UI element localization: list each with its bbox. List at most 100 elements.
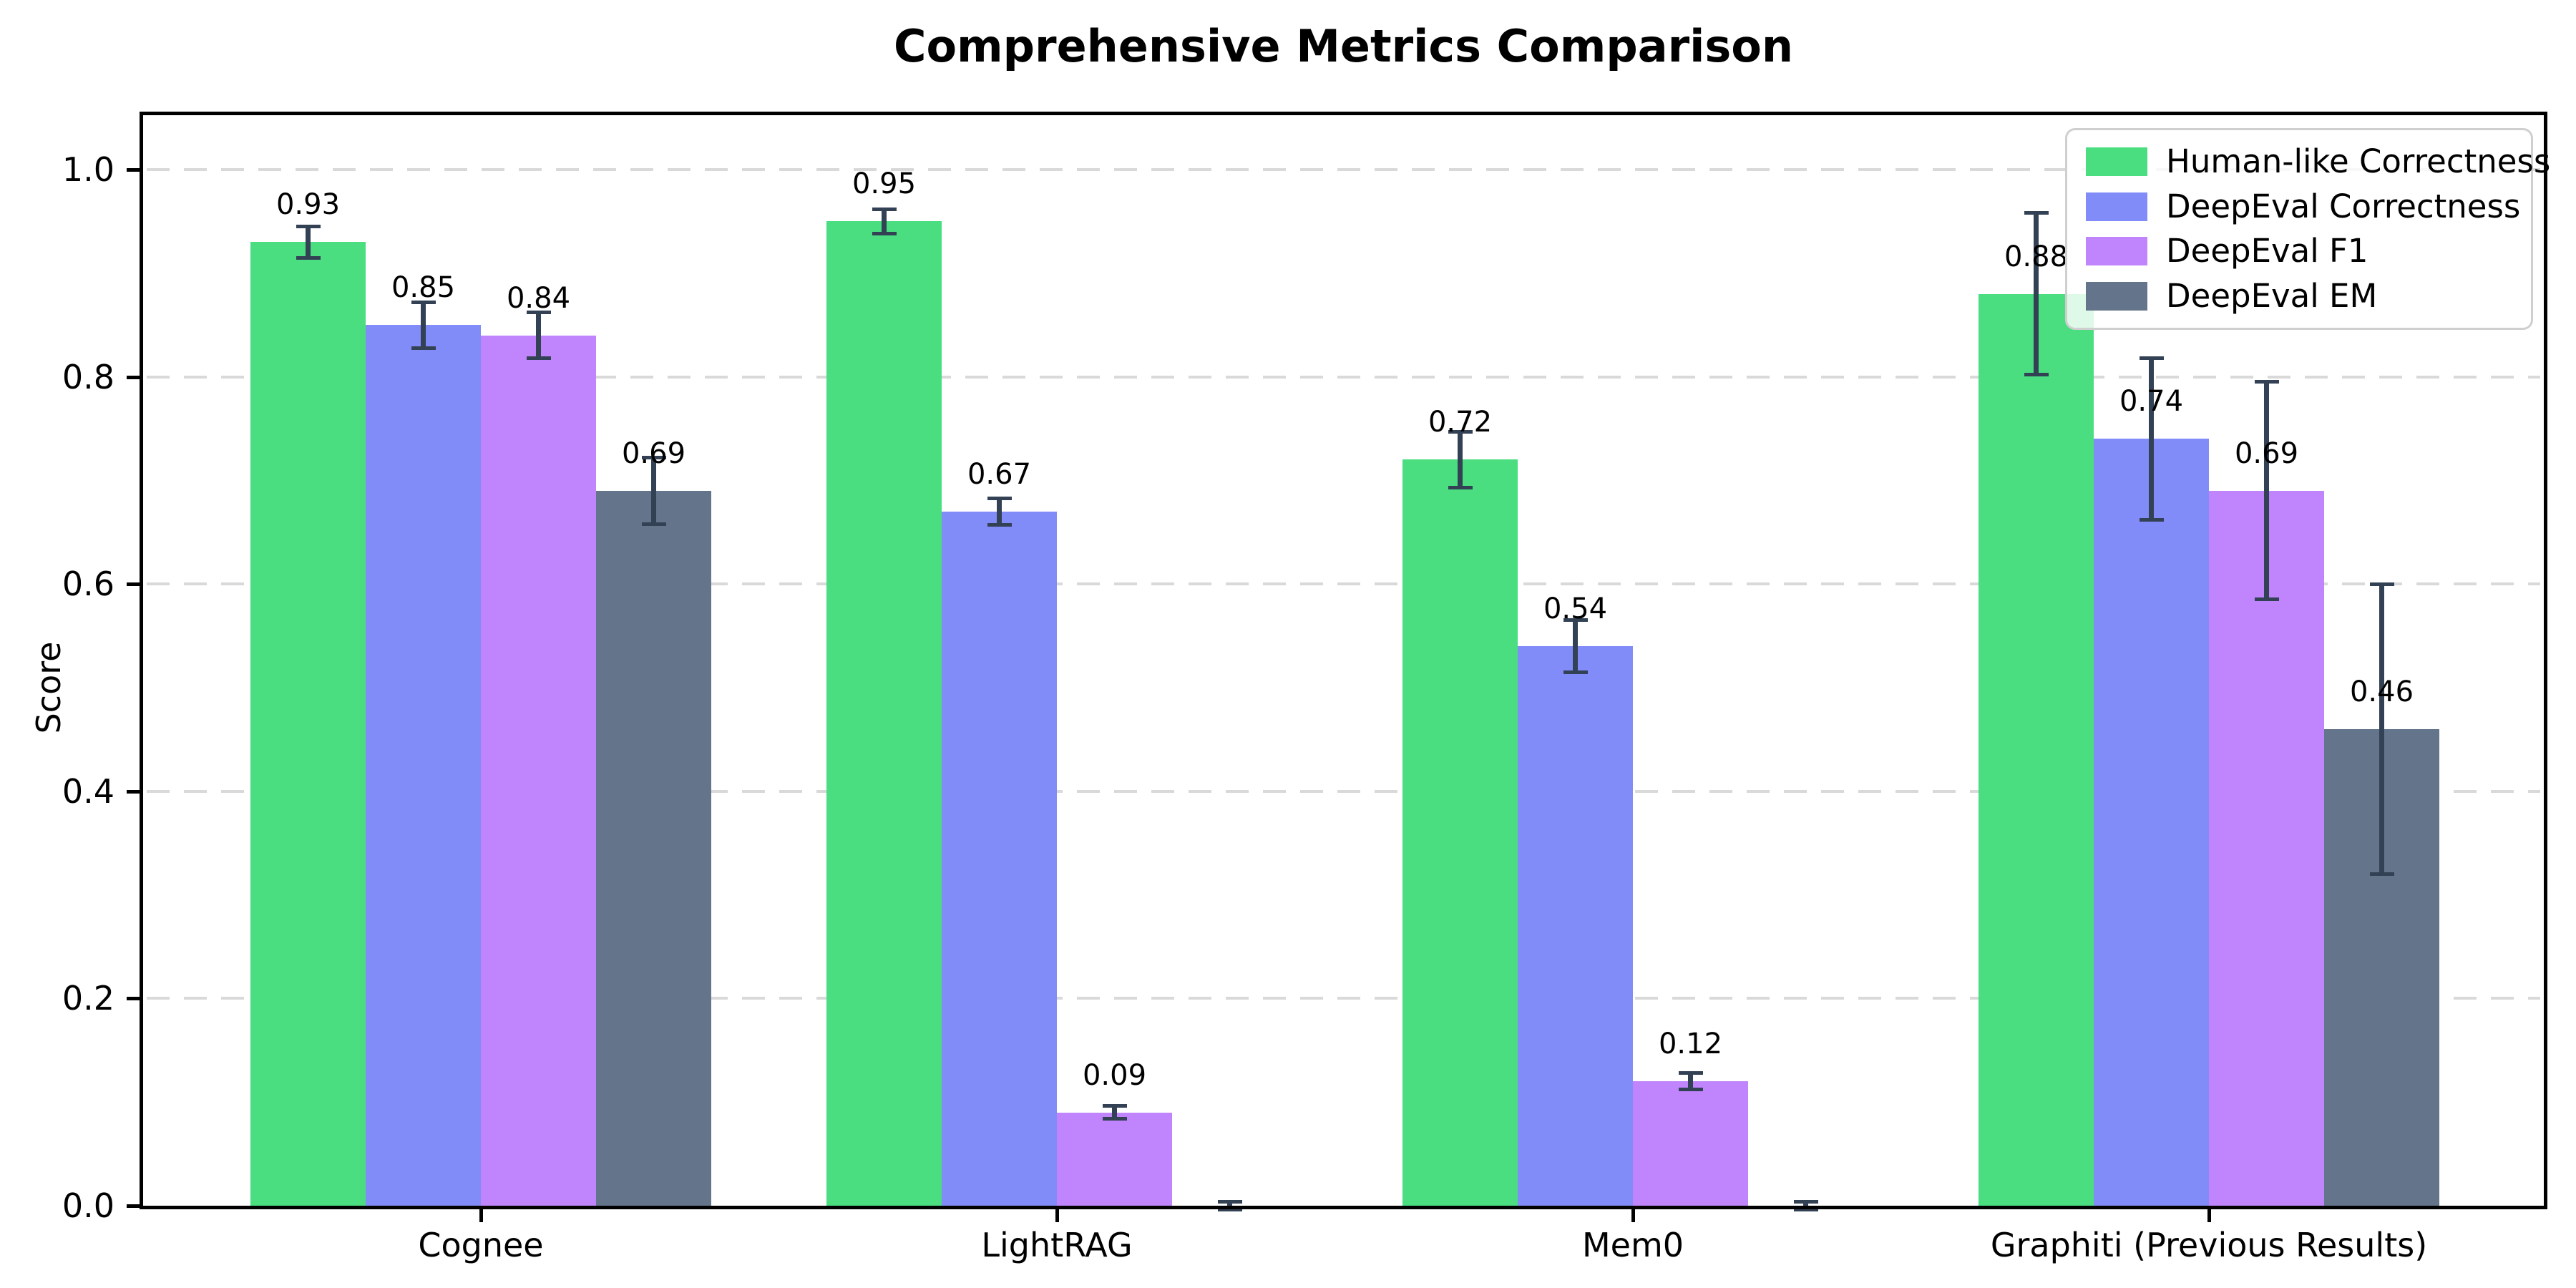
error-bar-cap [1448,429,1473,434]
error-bar-cap [2139,356,2164,361]
error-bar-line [1803,1201,1808,1210]
x-tick-label: Graphiti (Previous Results) [1990,1226,2428,1264]
bar-deepeval-f1 [2209,490,2324,1206]
error-bar-cap [2254,597,2279,602]
y-tick-mark [127,997,140,1001]
error-bar-cap [296,225,321,229]
error-bar-line [1573,620,1578,673]
legend-swatch-icon [2086,147,2147,177]
bar-human-like-correctness [1979,293,2094,1206]
legend-label: DeepEval EM [2166,276,2378,315]
error-bar-line [536,312,541,358]
bar-deepeval-correctness [1518,646,1633,1206]
bar-human-like-correctness [826,221,942,1206]
error-bar-cap [1563,618,1588,623]
error-bar-cap [2139,517,2164,522]
error-bar-cap [987,523,1012,527]
legend-item: DeepEval F1 [2067,234,2531,268]
bar-value-label: 0.85 [391,271,456,305]
gridline [147,168,2540,171]
error-bar-line [882,209,887,234]
legend-label: DeepEval Correctness [2166,187,2521,225]
bar-deepeval-f1 [1057,1112,1172,1206]
error-bar-cap [1678,1088,1703,1092]
error-bar-line [651,457,656,525]
bar-value-label: 0.88 [2004,240,2069,273]
x-tick-mark [1631,1209,1635,1222]
error-bar-line [2149,358,2154,520]
error-bar-cap [872,207,897,211]
bar-value-label: 0.09 [1082,1058,1147,1092]
y-tick-mark [127,582,140,587]
y-tick-label: 0.2 [62,979,114,1018]
bar-deepeval-correctness [2094,439,2209,1206]
error-bar-cap [2024,373,2049,377]
error-bar-cap [1678,1071,1703,1075]
error-bar-line [1688,1073,1693,1090]
x-tick-mark [2207,1209,2211,1222]
gridline [147,789,2540,793]
error-bar-line [2264,381,2269,600]
error-bar-cap [411,300,436,304]
chart-title: Comprehensive Metrics Comparison [893,20,1794,72]
error-bar-cap [1217,1208,1242,1212]
error-bar-line [2379,584,2384,874]
error-bar-cap [1448,486,1473,490]
legend-item: Human-like Correctness [2067,145,2550,179]
y-tick-label: 1.0 [62,150,114,189]
x-tick-label: Cognee [418,1226,544,1264]
bar-human-like-correctness [250,242,366,1206]
error-bar-line [2034,213,2039,375]
bar-deepeval-f1 [481,335,596,1206]
error-bar-line [306,226,311,258]
gridline [147,997,2540,1000]
bar-value-label: 0.69 [2234,436,2299,470]
error-bar-cap [641,456,666,460]
gridline [147,375,2540,379]
x-tick-mark [1055,1209,1059,1222]
y-tick-label: 0.0 [62,1186,114,1225]
legend-swatch-icon [2086,281,2147,311]
error-bar-cap [296,255,321,260]
bar-deepeval-f1 [1633,1081,1748,1206]
error-bar-cap [641,522,666,526]
error-bar-cap [987,496,1012,500]
bar-value-label: 0.46 [2349,675,2414,708]
bar-value-label: 0.93 [275,188,341,222]
bar-human-like-correctness [1402,459,1518,1206]
y-axis-title: Score [29,641,68,734]
legend-label: Human-like Correctness [2166,142,2551,181]
x-tick-label: LightRAG [981,1226,1133,1264]
error-bar-line [997,498,1002,525]
y-tick-label: 0.8 [62,357,114,396]
error-bar-cap [1563,670,1588,674]
legend-swatch-icon [2086,192,2147,221]
bar-value-label: 0.74 [2119,385,2184,419]
error-bar-line [1227,1201,1232,1210]
bar-deepeval-correctness [366,325,481,1206]
error-bar-line [421,302,426,348]
y-tick-mark [127,375,140,379]
legend-item: DeepEval EM [2067,276,2531,315]
error-bar-cap [526,311,551,315]
legend-swatch-icon [2086,237,2147,266]
x-tick-label: Mem0 [1581,1226,1684,1264]
error-bar-cap [1102,1116,1127,1121]
bar-deepeval-correctness [942,511,1057,1206]
error-bar-cap [872,232,897,236]
bar-value-label: 0.84 [506,281,571,315]
error-bar-cap [1793,1199,1818,1204]
bar-value-label: 0.12 [1658,1028,1723,1061]
y-tick-mark [127,168,140,172]
error-bar-line [1112,1106,1117,1119]
error-bar-cap [1793,1208,1818,1212]
error-bar-cap [2369,872,2394,877]
gridline [147,582,2540,586]
bar-value-label: 0.95 [852,167,917,201]
legend-item: DeepEval Correctness [2067,187,2531,225]
y-tick-mark [127,789,140,794]
y-tick-label: 0.6 [62,565,114,604]
bar-value-label: 0.72 [1428,406,1493,439]
y-tick-mark [127,1204,140,1208]
